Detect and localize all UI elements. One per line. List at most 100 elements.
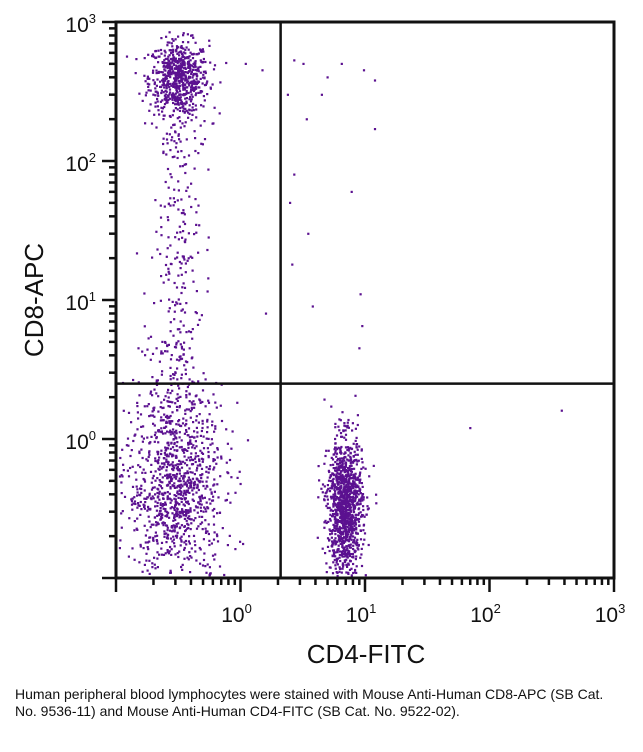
data-point bbox=[144, 94, 147, 97]
data-point bbox=[170, 176, 173, 179]
data-point bbox=[156, 521, 159, 524]
data-point bbox=[146, 405, 149, 408]
data-point bbox=[160, 234, 163, 237]
data-point bbox=[342, 477, 345, 480]
data-point bbox=[178, 116, 181, 119]
data-point bbox=[349, 537, 352, 540]
data-point bbox=[210, 542, 213, 545]
data-point bbox=[340, 503, 343, 506]
data-point bbox=[177, 384, 180, 387]
data-point bbox=[202, 484, 205, 488]
data-point bbox=[174, 146, 178, 149]
data-point bbox=[212, 484, 215, 487]
data-point bbox=[194, 440, 197, 443]
data-point bbox=[220, 455, 223, 458]
data-point bbox=[234, 548, 237, 551]
data-point bbox=[345, 484, 348, 487]
data-point bbox=[192, 66, 195, 69]
data-point bbox=[189, 86, 193, 89]
data-point bbox=[349, 503, 352, 506]
data-point bbox=[177, 70, 180, 73]
data-point bbox=[177, 469, 180, 472]
data-point bbox=[352, 529, 355, 532]
data-point bbox=[352, 473, 355, 476]
data-point bbox=[175, 88, 178, 91]
data-point bbox=[172, 474, 175, 477]
data-point bbox=[174, 80, 177, 83]
data-point bbox=[199, 562, 202, 565]
data-point bbox=[191, 256, 194, 259]
data-point bbox=[148, 540, 151, 543]
data-point bbox=[159, 485, 162, 488]
data-point bbox=[191, 477, 195, 480]
data-point bbox=[355, 518, 358, 521]
data-point bbox=[332, 467, 335, 470]
data-point bbox=[198, 398, 201, 401]
data-point bbox=[325, 562, 328, 565]
data-point bbox=[345, 502, 349, 505]
data-point bbox=[156, 566, 159, 569]
data-point bbox=[172, 53, 175, 57]
data-point bbox=[345, 535, 348, 538]
data-point bbox=[185, 89, 188, 93]
data-point bbox=[352, 508, 355, 512]
data-point bbox=[157, 513, 160, 517]
data-point bbox=[228, 534, 231, 537]
data-point bbox=[182, 74, 185, 77]
data-point bbox=[183, 286, 187, 289]
data-point bbox=[207, 277, 210, 280]
data-point bbox=[191, 64, 194, 68]
data-point bbox=[195, 415, 198, 418]
data-point bbox=[181, 69, 184, 73]
data-point bbox=[353, 536, 357, 539]
data-point bbox=[212, 458, 215, 461]
data-point bbox=[178, 446, 181, 449]
data-point bbox=[175, 343, 178, 346]
data-point bbox=[192, 486, 195, 490]
data-point bbox=[342, 482, 345, 485]
data-point bbox=[337, 457, 340, 461]
data-point bbox=[155, 347, 158, 350]
data-point bbox=[205, 510, 208, 513]
data-point bbox=[354, 568, 357, 572]
data-point bbox=[201, 48, 204, 51]
data-point bbox=[183, 364, 186, 367]
data-point bbox=[170, 478, 173, 481]
data-point bbox=[350, 477, 353, 480]
data-point bbox=[207, 437, 210, 440]
data-point bbox=[336, 459, 339, 462]
data-point bbox=[202, 435, 205, 438]
data-point bbox=[118, 547, 121, 550]
data-point bbox=[152, 536, 155, 539]
data-point bbox=[345, 491, 348, 494]
data-point bbox=[170, 126, 173, 129]
data-point bbox=[340, 501, 343, 504]
data-point bbox=[177, 134, 180, 137]
data-point bbox=[354, 489, 357, 492]
data-point bbox=[338, 462, 342, 465]
data-point bbox=[169, 569, 172, 572]
data-point bbox=[211, 554, 215, 557]
data-point bbox=[166, 463, 170, 466]
data-point bbox=[352, 556, 355, 559]
data-point bbox=[185, 511, 188, 514]
data-point bbox=[187, 502, 190, 506]
data-point bbox=[173, 482, 176, 485]
data-point bbox=[229, 501, 232, 504]
data-point bbox=[329, 533, 332, 536]
data-point bbox=[362, 505, 365, 508]
data-point bbox=[180, 483, 183, 486]
data-point bbox=[336, 481, 339, 484]
data-point bbox=[165, 255, 168, 258]
data-point bbox=[355, 532, 358, 535]
data-point bbox=[174, 456, 178, 459]
data-point bbox=[170, 52, 173, 55]
data-point bbox=[190, 88, 193, 91]
data-point bbox=[167, 70, 171, 73]
data-point bbox=[143, 563, 146, 566]
data-point bbox=[169, 507, 172, 510]
data-point bbox=[365, 513, 368, 516]
data-point bbox=[142, 425, 145, 428]
data-point bbox=[357, 548, 360, 551]
data-point bbox=[172, 428, 175, 431]
